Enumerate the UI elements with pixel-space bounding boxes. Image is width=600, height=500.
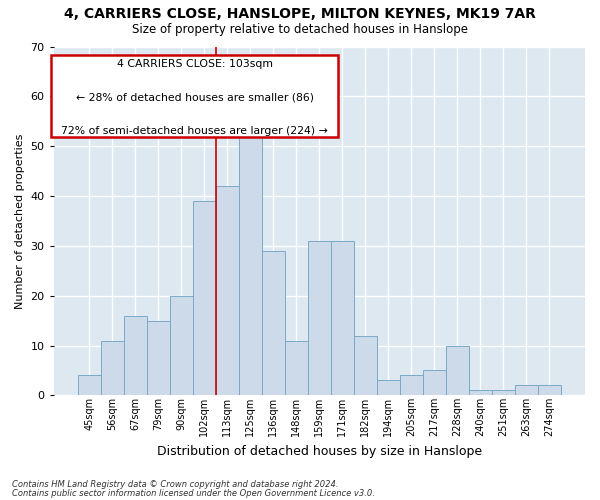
- FancyBboxPatch shape: [51, 55, 338, 137]
- Bar: [423, 370, 446, 396]
- Bar: [78, 376, 101, 396]
- Text: 4, CARRIERS CLOSE, HANSLOPE, MILTON KEYNES, MK19 7AR: 4, CARRIERS CLOSE, HANSLOPE, MILTON KEYN…: [64, 8, 536, 22]
- Bar: [377, 380, 400, 396]
- Text: Size of property relative to detached houses in Hanslope: Size of property relative to detached ho…: [132, 22, 468, 36]
- Bar: [492, 390, 515, 396]
- Bar: [193, 201, 216, 396]
- Bar: [101, 340, 124, 396]
- Bar: [354, 336, 377, 396]
- Bar: [147, 320, 170, 396]
- Text: ← 28% of detached houses are smaller (86): ← 28% of detached houses are smaller (86…: [76, 92, 314, 102]
- Bar: [400, 376, 423, 396]
- X-axis label: Distribution of detached houses by size in Hanslope: Distribution of detached houses by size …: [157, 444, 482, 458]
- Text: 72% of semi-detached houses are larger (224) →: 72% of semi-detached houses are larger (…: [61, 126, 328, 136]
- Bar: [515, 386, 538, 396]
- Bar: [469, 390, 492, 396]
- Bar: [262, 251, 285, 396]
- Bar: [331, 241, 354, 396]
- Bar: [216, 186, 239, 396]
- Text: Contains public sector information licensed under the Open Government Licence v3: Contains public sector information licen…: [12, 488, 375, 498]
- Bar: [170, 296, 193, 396]
- Bar: [308, 241, 331, 396]
- Bar: [538, 386, 561, 396]
- Bar: [446, 346, 469, 396]
- Bar: [239, 116, 262, 396]
- Y-axis label: Number of detached properties: Number of detached properties: [15, 134, 25, 308]
- Bar: [124, 316, 147, 396]
- Text: 4 CARRIERS CLOSE: 103sqm: 4 CARRIERS CLOSE: 103sqm: [116, 60, 272, 70]
- Bar: [285, 340, 308, 396]
- Text: Contains HM Land Registry data © Crown copyright and database right 2024.: Contains HM Land Registry data © Crown c…: [12, 480, 338, 489]
